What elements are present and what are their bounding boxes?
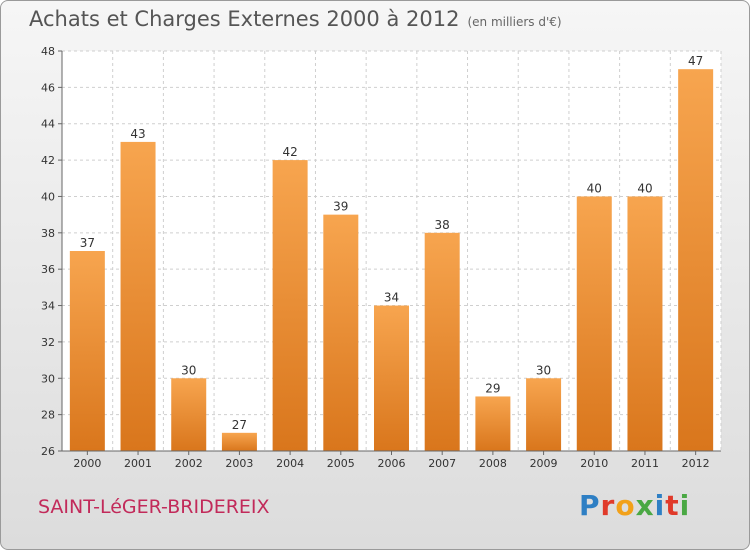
y-tick-label: 44 <box>41 118 55 131</box>
x-tick-label: 2007 <box>428 457 456 470</box>
chart-subtitle: (en milliers d'€) <box>467 15 562 29</box>
x-tick-label: 2003 <box>225 457 253 470</box>
bar-value-label: 30 <box>181 363 196 377</box>
bar-value-label: 40 <box>587 181 602 195</box>
chart-title-text: Achats et Charges Externes 2000 à 2012 <box>29 7 460 31</box>
x-tick-label: 2002 <box>175 457 203 470</box>
y-tick-label: 42 <box>41 154 55 167</box>
x-tick-label: 2000 <box>73 457 101 470</box>
x-tick-label: 2004 <box>276 457 304 470</box>
y-tick-label: 28 <box>41 409 55 422</box>
bar-2006 <box>374 305 409 451</box>
bar-value-label: 38 <box>435 218 450 232</box>
y-tick-label: 48 <box>41 45 55 58</box>
bar-value-label: 47 <box>688 54 703 68</box>
bar-2004 <box>272 160 308 451</box>
bar-value-label: 30 <box>536 363 551 377</box>
bar-value-label: 29 <box>485 381 500 395</box>
bar-value-label: 27 <box>232 418 247 432</box>
y-tick-label: 38 <box>41 227 55 240</box>
bar-2010 <box>576 196 612 451</box>
logo-letter: P <box>579 489 601 522</box>
chart-title: Achats et Charges Externes 2000 à 2012 (e… <box>29 7 562 31</box>
y-tick-label: 36 <box>41 263 55 276</box>
logo-letter: i <box>654 489 666 522</box>
bar-2009 <box>526 378 562 451</box>
proxiti-logo: Proxiti <box>579 489 690 522</box>
logo-letter: o <box>615 489 636 522</box>
x-tick-label: 2005 <box>327 457 355 470</box>
bar-value-label: 43 <box>130 127 145 141</box>
x-tick-label: 2009 <box>530 457 558 470</box>
x-tick-label: 2012 <box>682 457 710 470</box>
bar-2011 <box>627 196 663 451</box>
y-tick-label: 30 <box>41 372 55 385</box>
bar-2012 <box>678 69 714 451</box>
logo-letter: i <box>679 489 691 522</box>
bar-2001 <box>120 141 156 451</box>
x-tick-label: 2001 <box>124 457 152 470</box>
bar-value-label: 42 <box>282 145 297 159</box>
x-tick-label: 2006 <box>378 457 406 470</box>
bar-value-label: 39 <box>333 200 348 214</box>
y-tick-label: 32 <box>41 336 55 349</box>
logo-letter: r <box>600 489 616 522</box>
bar-2008 <box>475 396 511 451</box>
y-tick-label: 40 <box>41 190 55 203</box>
y-tick-label: 26 <box>41 445 55 458</box>
bar-2005 <box>323 214 359 451</box>
y-tick-label: 46 <box>41 81 55 94</box>
bar-2000 <box>69 251 105 451</box>
x-tick-label: 2011 <box>631 457 659 470</box>
bar-value-label: 40 <box>637 181 652 195</box>
bar-2002 <box>171 378 207 451</box>
bar-value-label: 37 <box>80 236 95 250</box>
x-tick-label: 2008 <box>479 457 507 470</box>
logo-letter: x <box>635 489 655 522</box>
x-tick-label: 2010 <box>580 457 608 470</box>
bar-value-label: 34 <box>384 291 399 305</box>
bar-2007 <box>424 232 460 451</box>
logo-letter: t <box>665 489 680 522</box>
bar-2003 <box>221 432 257 451</box>
y-tick-label: 34 <box>41 300 55 313</box>
commune-name: SAINT-LéGER-BRIDEREIX <box>38 496 270 518</box>
